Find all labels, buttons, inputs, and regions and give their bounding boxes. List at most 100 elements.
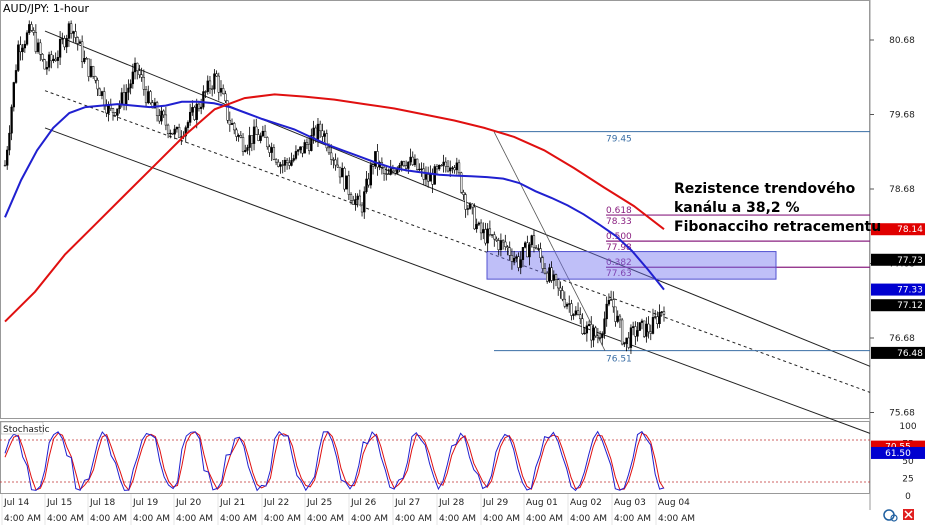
candle-body	[662, 311, 666, 315]
candle-body	[89, 66, 93, 77]
candle-body	[539, 248, 542, 259]
candle-body	[28, 24, 31, 33]
candle-body	[166, 124, 170, 135]
price-label-bg	[871, 346, 925, 359]
candle-body	[162, 110, 165, 116]
candle-body	[446, 166, 450, 172]
candle-body	[389, 168, 392, 175]
candle-body	[292, 158, 295, 161]
candle-body	[603, 318, 606, 334]
candle-body	[579, 314, 582, 319]
candle-body	[570, 303, 573, 316]
candle-body	[310, 135, 313, 151]
candle-body	[607, 300, 611, 305]
fib-low-label: 76.51	[606, 355, 632, 365]
candle-body	[587, 324, 591, 327]
x-date-label: Jul 22	[263, 498, 289, 508]
candle-body	[387, 173, 390, 175]
candle-body	[488, 228, 492, 236]
x-date-label: Aug 02	[570, 498, 602, 508]
candle-body	[233, 123, 236, 131]
candle-body	[609, 299, 613, 301]
price-label-bg	[871, 223, 925, 236]
candle-body	[177, 127, 181, 138]
candle-body	[466, 208, 469, 210]
x-time-label: 4:00 AM	[176, 514, 213, 524]
candle-body	[257, 134, 260, 141]
x-time-label: 4:00 AM	[307, 514, 344, 524]
ma-red-line	[4, 93, 665, 323]
candle-body	[416, 158, 419, 170]
candle-body	[241, 137, 245, 152]
candle-body	[620, 319, 624, 345]
x-time-label: 4:00 AM	[614, 514, 651, 524]
sync-icon[interactable]	[883, 509, 898, 522]
candle-body	[83, 58, 86, 63]
candle-body	[80, 41, 84, 63]
candle-body	[78, 41, 82, 44]
stochastic-d-line	[4, 430, 665, 492]
candle-body	[69, 23, 73, 34]
candle-body	[336, 164, 339, 168]
candle-body	[486, 228, 489, 244]
candle-body	[424, 174, 428, 180]
candle-body	[471, 203, 474, 208]
candle-body	[656, 316, 659, 325]
candle-body	[482, 229, 485, 234]
candle-body	[385, 173, 388, 175]
price-tick-label: 80.68	[889, 36, 915, 46]
candle-body	[625, 337, 628, 344]
candle-body	[274, 159, 278, 163]
candle-body	[354, 199, 357, 205]
candle-body	[374, 151, 377, 167]
candle-body	[169, 132, 172, 135]
candle-body	[19, 44, 22, 53]
candle-body	[319, 123, 322, 132]
candle-body	[283, 159, 287, 166]
x-time-label: 4:00 AM	[133, 514, 170, 524]
x-time-label: 4:00 AM	[220, 514, 257, 524]
candle-body	[543, 268, 547, 274]
candle-body	[263, 130, 267, 138]
candle-body	[111, 108, 115, 113]
candle-body	[325, 133, 328, 149]
candle-body	[140, 74, 143, 78]
candle-body	[120, 92, 123, 105]
moving-averages	[4, 93, 665, 323]
candle-body	[160, 110, 163, 122]
candle-body	[468, 203, 472, 209]
candle-body	[272, 147, 276, 160]
candle-body	[596, 335, 600, 339]
candle-body	[636, 330, 639, 337]
candle-body	[244, 150, 247, 152]
candle-body	[127, 87, 130, 93]
candle-body	[550, 267, 553, 281]
candle-body	[504, 241, 507, 247]
candle-body	[23, 43, 26, 49]
candle-body	[530, 235, 533, 245]
candle-body	[528, 244, 531, 258]
candle-body	[191, 107, 194, 113]
candle-body	[85, 58, 88, 60]
candle-body	[517, 256, 520, 268]
candle-body	[47, 54, 51, 68]
candle-body	[268, 146, 271, 153]
candle-body	[197, 103, 201, 109]
candle-body	[270, 147, 273, 153]
close-icon[interactable]	[903, 509, 914, 520]
candle-body	[559, 287, 562, 291]
x-date-label: Jul 14	[3, 498, 29, 508]
candle-body	[576, 310, 580, 315]
candle-body	[629, 327, 633, 348]
candlesticks	[3, 20, 666, 355]
candle-body	[583, 332, 586, 335]
candle-body	[519, 259, 522, 268]
price-label-bg	[871, 299, 925, 312]
fib-price-label: 77.98	[606, 243, 632, 253]
x-time-label: 4:00 AM	[4, 514, 41, 524]
candle-body	[41, 54, 44, 60]
candle-body	[654, 316, 657, 318]
x-time-label: 4:00 AM	[526, 514, 563, 524]
